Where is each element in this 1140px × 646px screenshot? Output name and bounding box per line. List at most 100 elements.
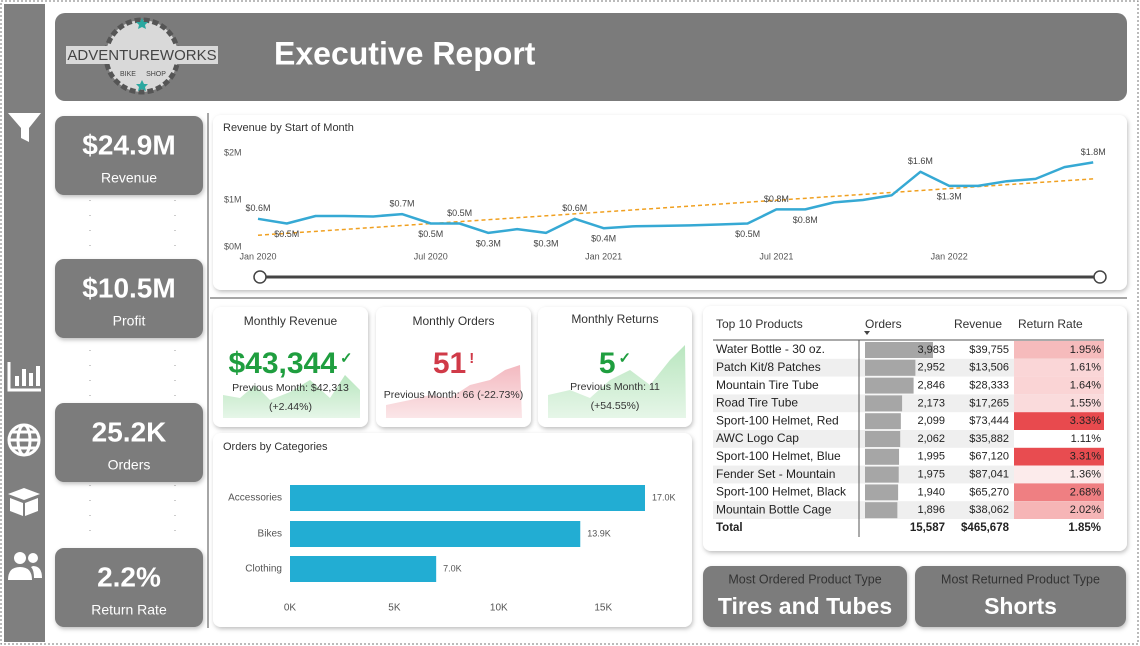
- cell: 2,099: [917, 415, 945, 427]
- type-label: Most Returned Product Type: [941, 572, 1100, 586]
- cell: Patch Kit/8 Patches: [716, 360, 821, 374]
- cell: $13,506: [969, 362, 1009, 374]
- y-tick-label: $2M: [224, 147, 242, 157]
- logo: ADVENTUREWORKS BIKE SHOP: [66, 17, 218, 95]
- y-tick-label: $1M: [224, 194, 242, 204]
- y-tick-label: Bikes: [258, 529, 282, 540]
- kpi-card: [55, 403, 203, 482]
- x-tick-label: 5K: [388, 603, 401, 614]
- cell: $67,120: [969, 451, 1009, 463]
- slider-handle[interactable]: [1093, 270, 1107, 284]
- logo-name: ADVENTUREWORKS: [67, 47, 216, 64]
- chart-title: Orders by Categories: [223, 441, 328, 453]
- rate-cell: [1014, 376, 1104, 395]
- cell: $39,755: [969, 344, 1009, 356]
- column-header: Top 10 Products: [716, 317, 803, 331]
- column-header: Orders: [865, 317, 902, 331]
- cell: $87,041: [969, 469, 1009, 481]
- cell: Road Tire Tube: [716, 396, 798, 410]
- cell: Sport-100 Helmet, Black: [716, 485, 847, 499]
- cell: Mountain Tire Tube: [716, 378, 819, 392]
- cell: 2,062: [917, 433, 945, 445]
- people-icon[interactable]: [8, 552, 42, 580]
- kpi-value: 25.2K: [92, 416, 167, 447]
- bar: [290, 556, 437, 582]
- card-change: (+54.55%): [591, 400, 640, 412]
- kpi-value: $10.5M: [82, 272, 175, 303]
- chart-title: Revenue by Start of Month: [223, 122, 354, 134]
- sidebar: [4, 4, 45, 642]
- globe-icon[interactable]: [7, 423, 41, 457]
- value: $43,344: [228, 347, 337, 380]
- value: 5: [599, 347, 616, 380]
- cell: 3,983: [917, 344, 945, 356]
- cell: AWC Logo Cap: [716, 431, 799, 445]
- cell: Sport-100 Helmet, Red: [716, 413, 839, 427]
- kpi-card: [55, 259, 203, 338]
- x-tick-label: 0K: [284, 603, 297, 614]
- y-tick-label: Accessories: [228, 493, 282, 504]
- total-cell: 15,587: [910, 522, 945, 534]
- sparkline: [223, 375, 360, 418]
- card-previous: Previous Month: $42,313: [232, 382, 349, 394]
- rate-cell: [1014, 430, 1104, 448]
- cell: 2,173: [917, 397, 945, 409]
- cell: 1,975: [917, 469, 945, 481]
- revenue-line: [257, 161, 1094, 235]
- x-tick-label: 15K: [594, 603, 612, 614]
- x-tick-label: Jan 2022: [931, 251, 968, 261]
- rate-cell: [1014, 394, 1104, 413]
- line-chart-card: [213, 115, 1127, 290]
- kpi-label: Orders: [108, 457, 151, 473]
- cell: 1.36%: [1070, 469, 1101, 481]
- data-label: 13.9K: [587, 528, 611, 538]
- x-tick-label: Jul 2021: [759, 251, 793, 261]
- data-bar: [865, 377, 914, 394]
- box-icon[interactable]: [8, 488, 40, 516]
- cell: 2,846: [917, 380, 945, 392]
- data-bar: [865, 484, 899, 501]
- report-icon[interactable]: [7, 362, 41, 392]
- rate-cell: [1014, 447, 1104, 466]
- sort-arrow[interactable]: [864, 331, 870, 335]
- data-bar: [865, 395, 903, 412]
- data-label: 7.0K: [443, 563, 462, 573]
- rate-cell: [1014, 465, 1104, 484]
- data-label: $0.6M: [562, 203, 587, 213]
- header-bar: [55, 13, 1127, 101]
- status-icon: !: [469, 350, 474, 367]
- cell: Fender Set - Mountain: [716, 467, 835, 481]
- cell: 1,896: [917, 504, 945, 516]
- bar: [290, 521, 581, 547]
- data-label: $0.4M: [591, 234, 616, 244]
- type-label: Most Ordered Product Type: [728, 572, 881, 586]
- y-tick-label: $0M: [224, 241, 242, 251]
- y-tick-label: Clothing: [245, 564, 282, 575]
- cell: 1.55%: [1070, 397, 1101, 409]
- card-value: $43,344 ✓: [228, 347, 352, 380]
- data-label: $0.3M: [533, 238, 558, 248]
- data-bar: [865, 466, 899, 483]
- status-icon: ✓: [619, 350, 632, 367]
- filter-icon[interactable]: [8, 113, 41, 142]
- slider-handle[interactable]: [253, 270, 267, 284]
- type-card: [703, 566, 907, 627]
- kpi-label: Revenue: [101, 170, 157, 186]
- cell: $28,333: [969, 380, 1009, 392]
- rate-cell: [1014, 341, 1104, 359]
- data-label: $0.8M: [793, 215, 818, 225]
- cell: $38,062: [969, 504, 1009, 516]
- cell: Sport-100 Helmet, Blue: [716, 449, 841, 463]
- cell: 2,952: [917, 362, 945, 374]
- total-cell: Total: [716, 522, 743, 534]
- cell: 1.61%: [1070, 362, 1101, 374]
- cell: 3.31%: [1070, 451, 1101, 463]
- cell: 3.33%: [1070, 415, 1101, 427]
- data-bar: [865, 502, 898, 519]
- card-value: 5 ✓: [599, 347, 631, 380]
- logo-tag: SHOP: [146, 71, 166, 78]
- kpi-card: [55, 548, 203, 627]
